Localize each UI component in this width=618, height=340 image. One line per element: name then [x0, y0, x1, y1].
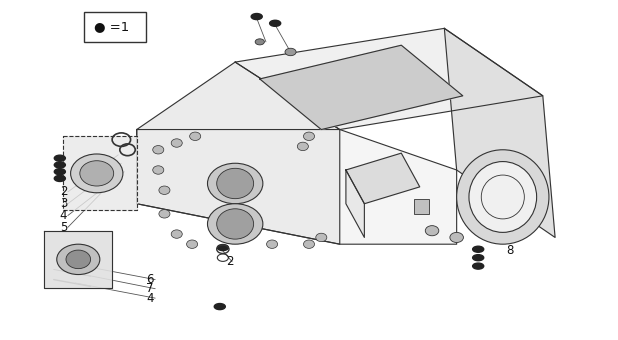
Circle shape: [269, 20, 281, 26]
Text: 2: 2: [226, 255, 234, 268]
Ellipse shape: [80, 161, 114, 186]
Circle shape: [473, 263, 484, 269]
Ellipse shape: [57, 244, 100, 274]
Ellipse shape: [255, 39, 265, 45]
Polygon shape: [346, 170, 365, 237]
Circle shape: [473, 255, 484, 261]
Ellipse shape: [469, 162, 536, 232]
Text: 4: 4: [60, 209, 67, 222]
Ellipse shape: [316, 233, 327, 242]
FancyBboxPatch shape: [85, 12, 146, 42]
Polygon shape: [137, 62, 340, 244]
Circle shape: [214, 304, 226, 310]
Ellipse shape: [303, 132, 315, 140]
Ellipse shape: [159, 210, 170, 218]
Text: 4: 4: [146, 292, 153, 305]
Circle shape: [54, 175, 66, 182]
Ellipse shape: [297, 142, 308, 151]
Ellipse shape: [450, 232, 464, 242]
Ellipse shape: [153, 146, 164, 154]
Text: ● =1: ● =1: [94, 20, 129, 33]
Polygon shape: [63, 136, 137, 210]
Ellipse shape: [171, 139, 182, 147]
Text: 7: 7: [146, 282, 153, 295]
FancyBboxPatch shape: [413, 199, 429, 214]
Polygon shape: [444, 28, 555, 237]
Ellipse shape: [303, 240, 315, 249]
Ellipse shape: [208, 163, 263, 204]
Polygon shape: [260, 45, 463, 130]
Ellipse shape: [70, 154, 123, 193]
Polygon shape: [235, 28, 543, 130]
Polygon shape: [137, 130, 457, 244]
Circle shape: [218, 244, 229, 251]
Ellipse shape: [425, 226, 439, 236]
Ellipse shape: [66, 250, 91, 269]
Circle shape: [54, 155, 66, 161]
Ellipse shape: [266, 240, 277, 249]
Text: 8: 8: [506, 244, 513, 257]
Circle shape: [251, 14, 262, 20]
Ellipse shape: [285, 48, 296, 56]
Polygon shape: [44, 231, 112, 288]
Ellipse shape: [457, 150, 549, 244]
Ellipse shape: [153, 166, 164, 174]
Ellipse shape: [190, 132, 201, 140]
Ellipse shape: [208, 204, 263, 244]
Text: 3: 3: [60, 197, 67, 210]
Ellipse shape: [217, 209, 253, 239]
Ellipse shape: [187, 240, 198, 249]
Ellipse shape: [171, 230, 182, 238]
Circle shape: [54, 169, 66, 175]
Circle shape: [473, 246, 484, 252]
Ellipse shape: [217, 168, 253, 199]
Ellipse shape: [159, 186, 170, 194]
Circle shape: [54, 162, 66, 168]
Text: 6: 6: [146, 273, 153, 286]
Text: 2: 2: [60, 185, 67, 199]
Text: 5: 5: [60, 221, 67, 234]
Polygon shape: [346, 153, 420, 204]
